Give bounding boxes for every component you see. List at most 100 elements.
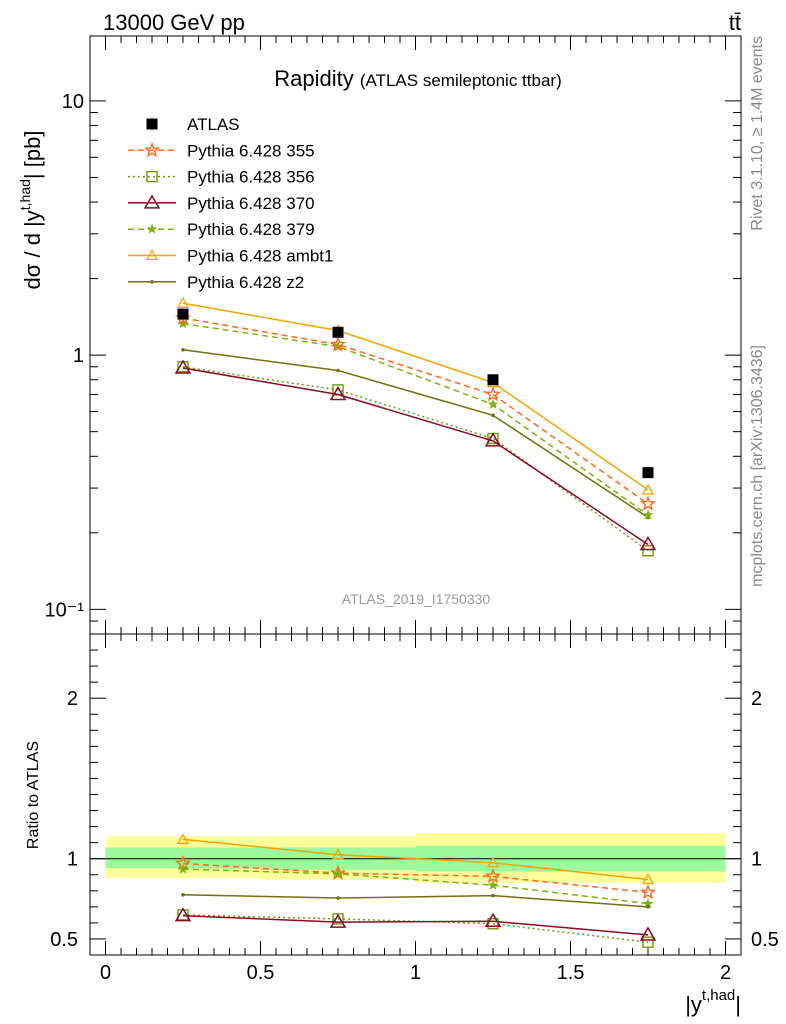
- ratio-y-tick-label-left: 0.5: [50, 929, 78, 951]
- ratio-point-pythia-6-428-z2: [491, 893, 495, 898]
- main-y-tick-label: 10: [62, 91, 84, 113]
- ratio-point-pythia-6-428-370: [484, 912, 502, 928]
- ratio-point-pythia-6-428-355: [484, 867, 502, 884]
- data-point-pythia-6-428-ambt1: [641, 483, 655, 495]
- chart-title: Rapidity (ATLAS semileptonic ttbar): [274, 66, 561, 91]
- legend-item-pythia-6-428-ambt1: Pythia 6.428 ambt1: [128, 247, 333, 266]
- legend-marker: [143, 141, 161, 158]
- ratio-point-pythia-6-428-355: [639, 883, 657, 900]
- legend-label: Pythia 6.428 356: [187, 168, 315, 187]
- ratio-point-pythia-6-428-z2: [336, 896, 340, 900]
- ratio-y-axis-label: Ratio to ATLAS: [25, 741, 42, 849]
- data-point-pythia-6-428-355: [639, 495, 657, 511]
- series-line-pythia-6-428-355: [182, 317, 649, 505]
- legend-item-pythia-6-428-370: Pythia 6.428 370: [128, 194, 315, 213]
- data-point-pythia-6-428-356: [642, 545, 654, 557]
- ratio-point-pythia-6-428-379: [332, 868, 344, 879]
- data-point-pythia-6-428-370: [484, 432, 502, 447]
- ratio-x-tick-label: 1.5: [557, 962, 585, 984]
- legend-marker: [150, 280, 154, 284]
- main-y-tick-label: 10⁻¹: [45, 599, 85, 621]
- legend-item-pythia-6-428-355: Pythia 6.428 355: [128, 141, 315, 160]
- data-point-atlas: [642, 467, 654, 479]
- series-line-pythia-6-428-ambt1: [182, 302, 649, 491]
- legend-label: Pythia 6.428 ambt1: [187, 247, 333, 266]
- ratio-point-pythia-6-428-379: [487, 879, 499, 890]
- data-point-atlas: [487, 374, 499, 386]
- series-pythia-6-428-z2: [181, 347, 650, 520]
- series-pythia-6-428-356: [177, 361, 654, 557]
- data-point-pythia-6-428-379: [487, 398, 499, 409]
- legend-label: ATLAS: [187, 115, 240, 134]
- ratio-point-pythia-6-428-ambt1: [486, 856, 500, 868]
- legend-marker: [146, 223, 158, 234]
- ratio-x-tick-label: 1: [410, 962, 421, 984]
- legend-item-pythia-6-428-z2: Pythia 6.428 z2: [128, 273, 304, 292]
- legend-item-atlas: ATLAS: [146, 115, 240, 134]
- legend: ATLAS Pythia 6.428 355 Pythia 6.428 356 Pyt…: [128, 115, 333, 292]
- ratio-x-tick-label: 0: [100, 962, 111, 984]
- ratio-point-pythia-6-428-379: [177, 863, 189, 874]
- ratio-series-pythia-6-428-370: [174, 907, 657, 941]
- ratio-x-tick-label: 2: [720, 962, 731, 984]
- ratio-series-pythia-6-428-z2: [181, 893, 650, 909]
- main-panel: 10⁻¹ 1 10 dσ / d |yt,had| [pb] Rapidity (ATL…: [17, 35, 742, 635]
- ratio-point-pythia-6-428-ambt1: [331, 848, 345, 860]
- series-pythia-6-428-379: [177, 317, 654, 520]
- ratio-line-pythia-6-428-355: [182, 862, 649, 894]
- data-point-pythia-6-428-379: [642, 509, 654, 520]
- ratio-point-pythia-6-428-370: [174, 907, 192, 922]
- ratio-line-pythia-6-428-370: [182, 914, 649, 936]
- ratio-point-pythia-6-428-356: [642, 936, 654, 948]
- ratio-point-pythia-6-428-ambt1: [176, 833, 190, 845]
- data-point-pythia-6-428-370: [639, 535, 657, 551]
- data-point-pythia-6-428-370: [174, 359, 192, 374]
- ratio-series-pythia-6-428-356: [177, 909, 654, 948]
- data-point-pythia-6-428-ambt1: [176, 296, 190, 308]
- main-y-tick-label: 1: [73, 345, 84, 367]
- ratio-y-tick-label-left: 2: [67, 688, 78, 710]
- ratio-point-pythia-6-428-z2: [646, 905, 650, 909]
- data-point-pythia-6-428-355: [329, 336, 347, 352]
- ratio-y-tick-label-right: 0.5: [751, 929, 779, 951]
- ratio-point-pythia-6-428-z2: [181, 893, 185, 897]
- legend-marker: [146, 170, 158, 183]
- series-pythia-6-428-355: [174, 309, 657, 511]
- ratio-series-pythia-6-428-ambt1: [176, 833, 655, 885]
- legend-label: Pythia 6.428 370: [187, 194, 315, 213]
- mcplots-label: mcplots.cern.ch [arXiv:1306.3436]: [749, 345, 766, 587]
- ratio-series-pythia-6-428-379: [177, 863, 654, 909]
- ratio-y-tick-label-right: 1: [751, 849, 762, 871]
- series-line-pythia-6-428-370: [182, 367, 649, 546]
- ratio-point-pythia-6-428-370: [329, 913, 347, 928]
- energy-label: 13000 GeV pp: [103, 10, 245, 35]
- main-y-axis-label: dσ / d |yt,had| [pb]: [17, 131, 45, 290]
- legend-item-pythia-6-428-379: Pythia 6.428 379: [128, 220, 315, 239]
- ratio-line-pythia-6-428-z2: [182, 894, 649, 908]
- analysis-id-label: ATLAS_2019_I1750330: [342, 591, 491, 607]
- ratio-point-pythia-6-428-ambt1: [641, 873, 655, 885]
- ratio-line-pythia-6-428-ambt1: [182, 838, 649, 881]
- data-point-pythia-6-428-z2: [491, 413, 495, 418]
- legend-item-pythia-6-428-356: Pythia 6.428 356: [128, 168, 315, 187]
- legend-label: Pythia 6.428 379: [187, 220, 315, 239]
- data-point-pythia-6-428-355: [484, 386, 502, 402]
- x-axis-label-bar: |: [735, 992, 741, 1017]
- main-y-axis-label-sup: t,had: [17, 179, 33, 210]
- series-line-pythia-6-428-z2: [182, 348, 649, 519]
- x-axis-label-sup: t,had: [702, 987, 735, 1004]
- series-line-pythia-6-428-356: [182, 366, 649, 552]
- process-label: tt̄: [729, 10, 741, 35]
- legend-marker: [145, 249, 159, 261]
- chart-subtitle: (ATLAS semileptonic ttbar): [360, 71, 562, 90]
- data-point-pythia-6-428-z2: [336, 368, 340, 373]
- data-point-pythia-6-428-370: [329, 386, 347, 401]
- series-pythia-6-428-ambt1: [176, 296, 655, 495]
- data-point-atlas: [332, 326, 344, 338]
- series-pythia-6-428-370: [174, 359, 657, 551]
- ratio-panel: 0.5 0.5 1 1 2 2 0 0.5 1 1.5 2 Ratio to ATLAS |yt,had…: [25, 633, 779, 1017]
- ratio-x-tick-label: 0.5: [247, 962, 275, 984]
- rivet-version-label: Rivet 3.1.10, ≥ 1.4M events: [749, 36, 766, 231]
- ratio-line-pythia-6-428-379: [182, 868, 649, 905]
- main-y-axis-label-unit: | [pb]: [20, 131, 45, 180]
